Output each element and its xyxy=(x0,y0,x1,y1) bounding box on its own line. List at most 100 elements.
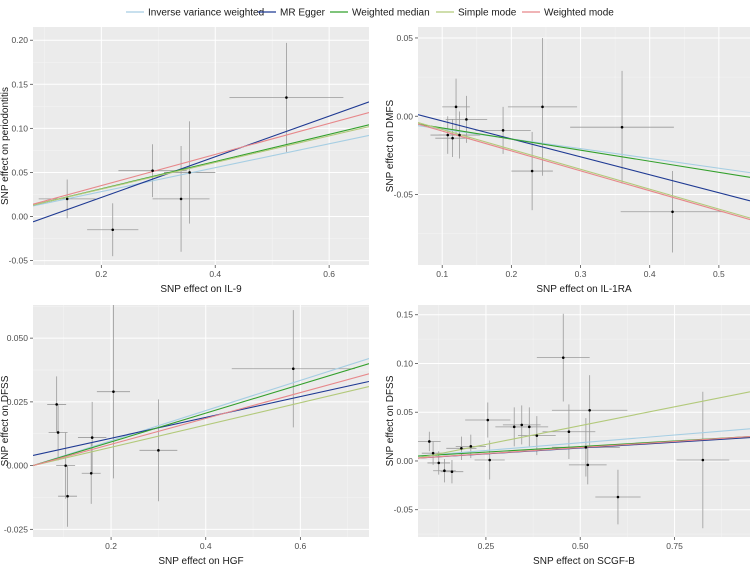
legend-item-mr-egger: MR Egger xyxy=(258,8,326,19)
regression-line-weighted-mode xyxy=(418,123,750,221)
y-tick-label: 0.025 xyxy=(7,397,29,407)
snp-point xyxy=(437,461,441,465)
snp-point xyxy=(450,470,454,473)
y-tick-label: 0.15 xyxy=(11,79,28,89)
x-tick-label: 0.6 xyxy=(294,541,306,551)
x-tick-label: 0.1 xyxy=(436,269,448,279)
snp-point xyxy=(588,408,591,412)
y-tick-label: -0.05 xyxy=(9,256,29,266)
x-tick-label: 0.2 xyxy=(95,269,107,279)
y-tick-label: 0.15 xyxy=(396,310,413,320)
regression-line-inverse-variance-weighted xyxy=(33,358,369,467)
snp-point xyxy=(428,440,431,443)
plot-contents xyxy=(418,37,750,253)
regression-line-weighted-mode xyxy=(418,436,750,459)
x-tick-label: 0.3 xyxy=(575,269,587,279)
plot-contents xyxy=(418,313,750,529)
snp-point xyxy=(616,495,620,499)
snp-point xyxy=(469,445,473,448)
plot-contents xyxy=(33,305,369,527)
x-axis-label: SNP effect on SCGF-B xyxy=(533,556,635,564)
snp-point xyxy=(285,96,288,99)
regression-line-inverse-variance-weighted xyxy=(33,134,369,207)
snp-point xyxy=(451,136,454,140)
y-tick-label: 0.050 xyxy=(7,333,29,343)
snp-point xyxy=(501,129,505,132)
snp-point xyxy=(188,171,191,174)
regression-line-inverse-variance-weighted xyxy=(418,428,750,457)
snp-point xyxy=(446,133,450,137)
x-tick-label: 0.4 xyxy=(644,269,656,279)
snp-point xyxy=(488,458,491,462)
x-tick-label: 0.75 xyxy=(666,541,683,551)
y-tick-label: 0.000 xyxy=(7,461,29,471)
snp-point xyxy=(520,423,524,427)
legend-label-ivw: Inverse variance weighted xyxy=(148,8,264,19)
snp-point xyxy=(584,446,588,449)
x-tick-label: 0.4 xyxy=(209,269,221,279)
x-tick-label: 0.2 xyxy=(505,269,517,279)
regression-line-weighted-mode xyxy=(33,111,369,205)
y-tick-label: 0.10 xyxy=(11,123,28,133)
x-tick-label: 0.50 xyxy=(572,541,589,551)
legend: Inverse variance weighted MR Egger Weigh… xyxy=(126,8,614,19)
regression-line-weighted-median xyxy=(418,123,750,178)
y-tick-label: 0.05 xyxy=(396,33,413,43)
y-axis-label: SNP effect on DFSS xyxy=(0,375,11,466)
legend-label-weighted-mode: Weighted mode xyxy=(544,8,614,19)
y-tick-label: 0.00 xyxy=(396,111,413,121)
snp-point xyxy=(157,449,160,452)
snp-point xyxy=(65,197,69,201)
snp-point xyxy=(458,133,461,137)
snp-point xyxy=(701,458,705,462)
panel-il9-periodontitis: 0.2 0.4 0.6 -0.05 0.00 0.05 0.10 0.15 0.20 SNP ef… xyxy=(0,27,369,295)
snp-point xyxy=(66,494,69,498)
panel-scgfb-dfss: 0.25 0.50 0.75 -0.05 0.00 0.05 0.10 0.15 SNP eff… xyxy=(385,305,750,564)
regression-line-weighted-mode xyxy=(33,373,369,467)
snp-point xyxy=(454,105,458,109)
snp-point xyxy=(443,469,446,473)
y-tick-label: -0.05 xyxy=(394,190,414,200)
regression-line-mr-egger xyxy=(33,380,369,456)
x-tick-label: 0.25 xyxy=(478,541,495,551)
regression-line-mr-egger xyxy=(33,101,369,223)
panel-hgf-dfss: 0.2 0.4 0.6 -0.025 0.000 0.025 0.050 SNP effect… xyxy=(0,305,369,564)
snp-point xyxy=(527,425,531,429)
snp-point xyxy=(112,390,115,393)
y-tick-label: 0.00 xyxy=(396,456,413,466)
y-tick-label: 0.05 xyxy=(396,407,413,417)
snp-point xyxy=(179,197,183,201)
snp-point xyxy=(541,105,544,109)
snp-point xyxy=(567,430,571,434)
legend-item-weighted-mode: Weighted mode xyxy=(522,8,614,19)
snp-point xyxy=(90,436,94,439)
legend-item-ivw: Inverse variance weighted xyxy=(126,8,264,19)
regression-line-simple-mode xyxy=(33,386,369,467)
snp-point xyxy=(151,169,154,172)
plot-background xyxy=(33,27,369,265)
regression-line-mr-egger xyxy=(418,114,750,202)
legend-label-simple-mode: Simple mode xyxy=(458,8,517,19)
snp-point xyxy=(55,403,58,406)
snp-point xyxy=(561,356,565,359)
regression-line-simple-mode xyxy=(33,126,369,206)
panel-il1ra-dmfs: 0.1 0.2 0.3 0.4 0.5 -0.05 0.00 0.05 SNP effect o… xyxy=(385,27,750,295)
y-tick-label: -0.05 xyxy=(394,505,414,515)
snp-point xyxy=(291,367,295,371)
x-axis-label: SNP effect on HGF xyxy=(158,556,243,564)
plot-contents xyxy=(33,42,369,257)
x-tick-label: 0.4 xyxy=(200,541,212,551)
snp-point xyxy=(486,418,490,422)
x-tick-label: 0.6 xyxy=(323,269,335,279)
plot-background xyxy=(418,27,750,265)
snp-point xyxy=(111,228,115,232)
snp-point xyxy=(56,431,60,434)
plot-background xyxy=(33,305,369,537)
snp-point xyxy=(671,210,674,214)
snp-point xyxy=(460,446,463,450)
regression-line-weighted-median xyxy=(33,363,369,467)
y-axis-label: SNP effect on DFSS xyxy=(385,375,396,466)
regression-line-simple-mode xyxy=(418,391,750,459)
legend-item-simple-mode: Simple mode xyxy=(436,8,517,19)
